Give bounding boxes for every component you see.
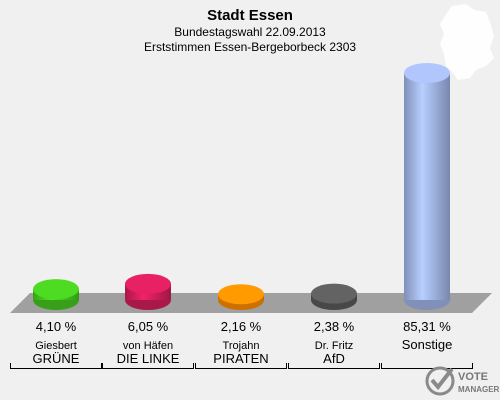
candidate-name: von Häfen	[122, 340, 174, 352]
germany-map-icon	[440, 4, 494, 80]
logo-text-vote: VOTE	[458, 371, 488, 383]
bar-sonstige	[404, 63, 450, 310]
chart-title: Stadt Essen	[207, 7, 293, 24]
candidate-name: Dr. Fritz	[314, 340, 354, 352]
party-bracket	[288, 363, 380, 369]
party-label: GRÜNE	[32, 351, 80, 366]
party-bracket	[195, 363, 287, 369]
bar-die-linke	[125, 273, 171, 310]
value-label: 2,16 %	[220, 319, 262, 334]
party-bracket	[381, 363, 473, 369]
value-label: 85,31 %	[403, 319, 451, 334]
bar-afd	[311, 283, 357, 310]
party-label: PIRATEN	[213, 351, 269, 366]
party-label: Sonstige	[401, 337, 453, 352]
value-label: 2,38 %	[313, 319, 355, 334]
candidate-name: Giesbert	[35, 340, 77, 352]
chart-subtitle: Bundestagswahl 22.09.2013	[174, 25, 326, 39]
party-bracket	[102, 363, 194, 369]
bar-piraten	[218, 284, 264, 310]
logo-text-manager: MANAGER	[458, 385, 500, 394]
candidate-name: Trojahn	[222, 340, 260, 352]
value-label: 4,10 %	[35, 319, 77, 334]
value-label: 6,05 %	[127, 319, 169, 334]
party-bracket	[10, 363, 102, 369]
chart-subtitle-district: Erststimmen Essen-Bergeborbeck 2303	[143, 40, 357, 54]
vote-manager-check-icon	[425, 366, 455, 396]
party-label: AfD	[323, 351, 345, 366]
party-label: DIE LINKE	[116, 351, 180, 366]
bar-gr-ne	[33, 279, 79, 310]
vote-manager-logo: VOTE MANAGER	[424, 365, 500, 397]
